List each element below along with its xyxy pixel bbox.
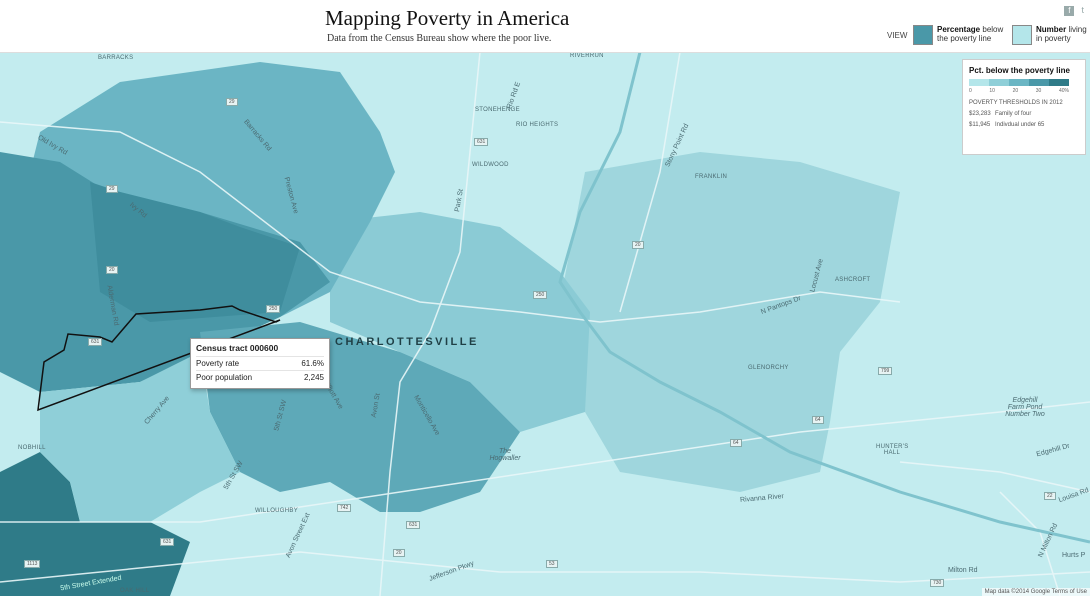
twitter-icon[interactable]: t <box>1081 5 1084 15</box>
map-legend: Pct. below the poverty line 0 10 20 30 4… <box>962 59 1086 155</box>
tooltip-row: Poverty rate 61.6% <box>196 356 324 370</box>
legend-ticks: 0 10 20 30 40% <box>969 88 1069 94</box>
route-shield: 742 <box>337 504 352 512</box>
place-label: NOBHILL <box>18 445 46 451</box>
place-label: RIO HEIGHTS <box>516 122 559 128</box>
page-subtitle: Data from the Census Bureau show where t… <box>327 33 552 44</box>
tooltip-row: Poor population 2,245 <box>196 370 324 384</box>
route-shield: 64 <box>812 416 824 424</box>
route-shield: 22 <box>1044 492 1056 500</box>
city-label: CHARLOTTESVILLE <box>335 336 479 348</box>
legend-swatch <box>1009 79 1029 86</box>
route-shield: 29 <box>226 98 238 106</box>
map-attribution[interactable]: Map data ©2014 Google Terms of Use <box>981 588 1090 596</box>
poverty-map[interactable]: BARRACKS RIVERRUN STONEHENGE RIO HEIGHTS… <box>0 52 1090 596</box>
view-option-number[interactable]: Number living in poverty <box>1012 25 1087 45</box>
threshold-row: $11,945 Indivdual under 65 <box>969 122 1045 128</box>
facebook-icon[interactable]: f <box>1064 6 1075 16</box>
legend-swatches <box>969 79 1079 86</box>
page-title: Mapping Poverty in America <box>325 6 570 30</box>
route-shield: 799 <box>878 367 893 375</box>
social-links: f t <box>1060 4 1084 16</box>
route-shield: 64 <box>730 439 742 447</box>
route-shield: 53 <box>546 560 558 568</box>
street-label: Hurts P <box>1062 552 1086 559</box>
place-label: WILLOUGHBY <box>255 508 299 514</box>
threshold-row: $23,283 Family of four <box>969 111 1032 117</box>
legend-swatch <box>1049 79 1069 86</box>
thresholds-title: POVERTY THRESHOLDS IN 2012 <box>969 100 1063 106</box>
place-label: HUNTER'S HALL <box>876 444 909 456</box>
view-option-percentage[interactable]: Percentage below the poverty line <box>913 25 1003 45</box>
place-label: BARRACKS <box>98 55 134 61</box>
legend-swatch <box>989 79 1009 86</box>
street-label: Milton Rd <box>948 567 978 574</box>
place-label: GLENORCHY <box>748 365 789 371</box>
route-shield: 29 <box>106 185 118 193</box>
map-base <box>0 52 1090 596</box>
route-shield: 631 <box>474 138 489 146</box>
route-shield: 20 <box>393 549 405 557</box>
route-shield: 1113 <box>24 560 41 568</box>
place-label: RIVERRUN <box>570 53 604 59</box>
place-label: WILDWOOD <box>472 162 509 168</box>
place-label: ASHCROFT <box>835 277 871 283</box>
route-shield: 631 <box>88 338 103 346</box>
percentage-map-thumbnail-icon <box>913 25 933 45</box>
legend-title: Pct. below the poverty line <box>969 66 1070 75</box>
place-label: OAK HILL <box>120 588 150 594</box>
route-shield: 20 <box>106 266 118 274</box>
place-label: STONEHENGE <box>475 107 520 113</box>
route-shield: 20 <box>632 241 644 249</box>
view-label: VIEW <box>887 31 908 40</box>
tract-tooltip: Census tract 000600 Poverty rate 61.6% P… <box>190 338 330 389</box>
legend-swatch <box>969 79 989 86</box>
street-label: The Hogwaller <box>489 448 521 462</box>
place-label: FRANKLIN <box>695 174 728 180</box>
route-shield: 250 <box>533 291 548 299</box>
route-shield: 631 <box>160 538 175 546</box>
street-label: Edgehill Farm Pond Number Two <box>1005 397 1045 418</box>
header: Mapping Poverty in America Data from the… <box>0 0 1090 53</box>
route-shield: 631 <box>406 521 421 529</box>
legend-swatch <box>1029 79 1049 86</box>
number-map-thumbnail-icon <box>1012 25 1032 45</box>
route-shield: 250 <box>266 305 281 313</box>
route-shield: 730 <box>930 579 945 587</box>
tooltip-title: Census tract 000600 <box>196 343 279 353</box>
